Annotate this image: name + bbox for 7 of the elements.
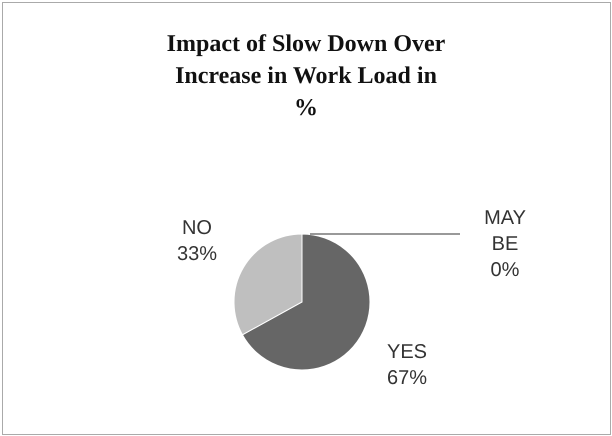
chart-title: Impact of Slow Down Over Increase in Work Load in % <box>166 31 446 121</box>
text: 0% <box>490 259 520 281</box>
category-label: MAY BE <box>484 207 526 255</box>
slice-label: NO <box>182 216 212 239</box>
data-label: 33% <box>176 242 218 265</box>
slice-label: YES <box>386 341 428 364</box>
data-label: 67% <box>386 367 428 390</box>
